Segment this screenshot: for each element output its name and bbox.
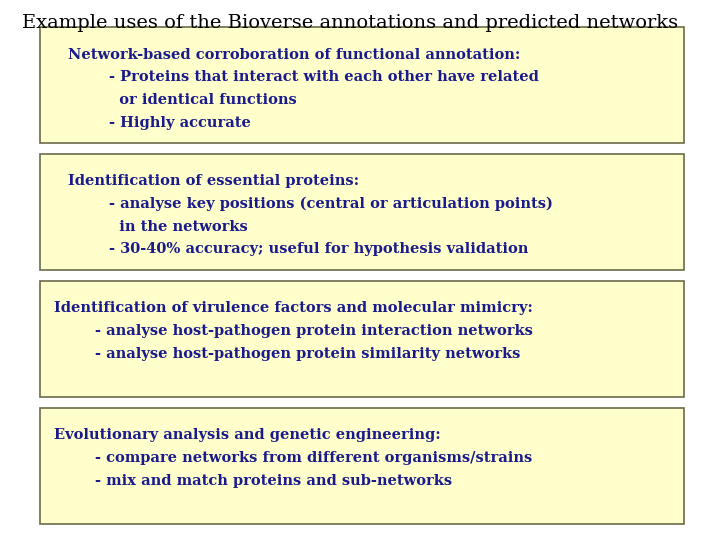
Text: - analyse host-pathogen protein interaction networks: - analyse host-pathogen protein interact…	[54, 324, 533, 338]
Text: Network-based corroboration of functional annotation:: Network-based corroboration of functiona…	[68, 48, 521, 62]
Text: - 30-40% accuracy; useful for hypothesis validation: - 30-40% accuracy; useful for hypothesis…	[68, 242, 528, 256]
Text: - Highly accurate: - Highly accurate	[68, 116, 251, 130]
FancyBboxPatch shape	[40, 27, 684, 143]
Text: - Proteins that interact with each other have related: - Proteins that interact with each other…	[68, 70, 539, 84]
Text: - compare networks from different organisms/strains: - compare networks from different organi…	[54, 451, 532, 465]
Text: - analyse host-pathogen protein similarity networks: - analyse host-pathogen protein similari…	[54, 347, 521, 361]
Text: Evolutionary analysis and genetic engineering:: Evolutionary analysis and genetic engine…	[54, 428, 441, 442]
Text: Example uses of the Bioverse annotations and predicted networks: Example uses of the Bioverse annotations…	[22, 14, 678, 31]
FancyBboxPatch shape	[40, 154, 684, 270]
Text: or identical functions: or identical functions	[68, 93, 297, 107]
Text: - mix and match proteins and sub-networks: - mix and match proteins and sub-network…	[54, 474, 452, 488]
Text: in the networks: in the networks	[68, 220, 248, 234]
FancyBboxPatch shape	[40, 281, 684, 397]
FancyBboxPatch shape	[40, 408, 684, 524]
Text: - analyse key positions (central or articulation points): - analyse key positions (central or arti…	[68, 197, 553, 212]
Text: Identification of virulence factors and molecular mimicry:: Identification of virulence factors and …	[54, 301, 533, 315]
Text: Identification of essential proteins:: Identification of essential proteins:	[68, 174, 359, 188]
